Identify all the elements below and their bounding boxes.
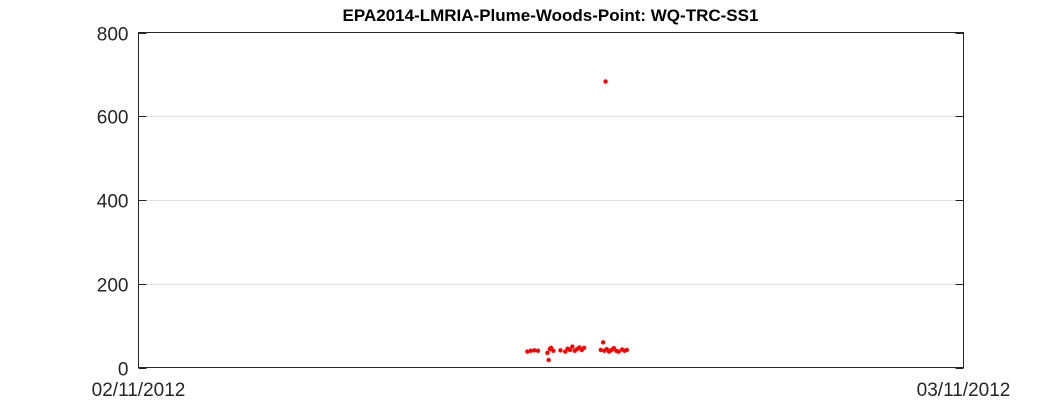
data-point xyxy=(535,348,541,353)
data-point xyxy=(600,340,606,345)
grid-lines xyxy=(138,116,964,285)
data-point xyxy=(567,347,573,353)
data-point xyxy=(548,345,554,351)
chart-title: EPA2014-LMRIA-Plume-Woods-Point: WQ-TRC-… xyxy=(342,6,759,25)
x-tick-label: 03/11/2012 xyxy=(917,380,1011,401)
data-point xyxy=(525,349,530,354)
data-point xyxy=(581,345,587,351)
y-tick-label: 600 xyxy=(97,108,129,129)
data-point xyxy=(546,357,551,363)
data-point xyxy=(624,347,630,353)
y-tick-label: 400 xyxy=(97,192,129,213)
data-point xyxy=(563,349,568,354)
x-tick-label: 02/11/2012 xyxy=(92,380,186,401)
axis-tick-labels: 0 200 400 600 800 02/11/2012 03/11/2012 xyxy=(92,25,1011,402)
data-point xyxy=(551,348,556,353)
data-point xyxy=(570,344,575,349)
data-point xyxy=(545,350,550,356)
data-point xyxy=(558,348,563,353)
y-tick-label: 800 xyxy=(97,25,129,46)
data-points xyxy=(525,79,630,363)
axis-ticks xyxy=(138,33,964,369)
y-tick-label: 0 xyxy=(118,360,129,381)
data-point xyxy=(598,347,603,353)
data-point xyxy=(532,348,537,353)
data-point xyxy=(528,348,534,353)
y-tick-label: 200 xyxy=(97,276,129,297)
data-point xyxy=(603,79,608,84)
data-point xyxy=(616,349,621,354)
